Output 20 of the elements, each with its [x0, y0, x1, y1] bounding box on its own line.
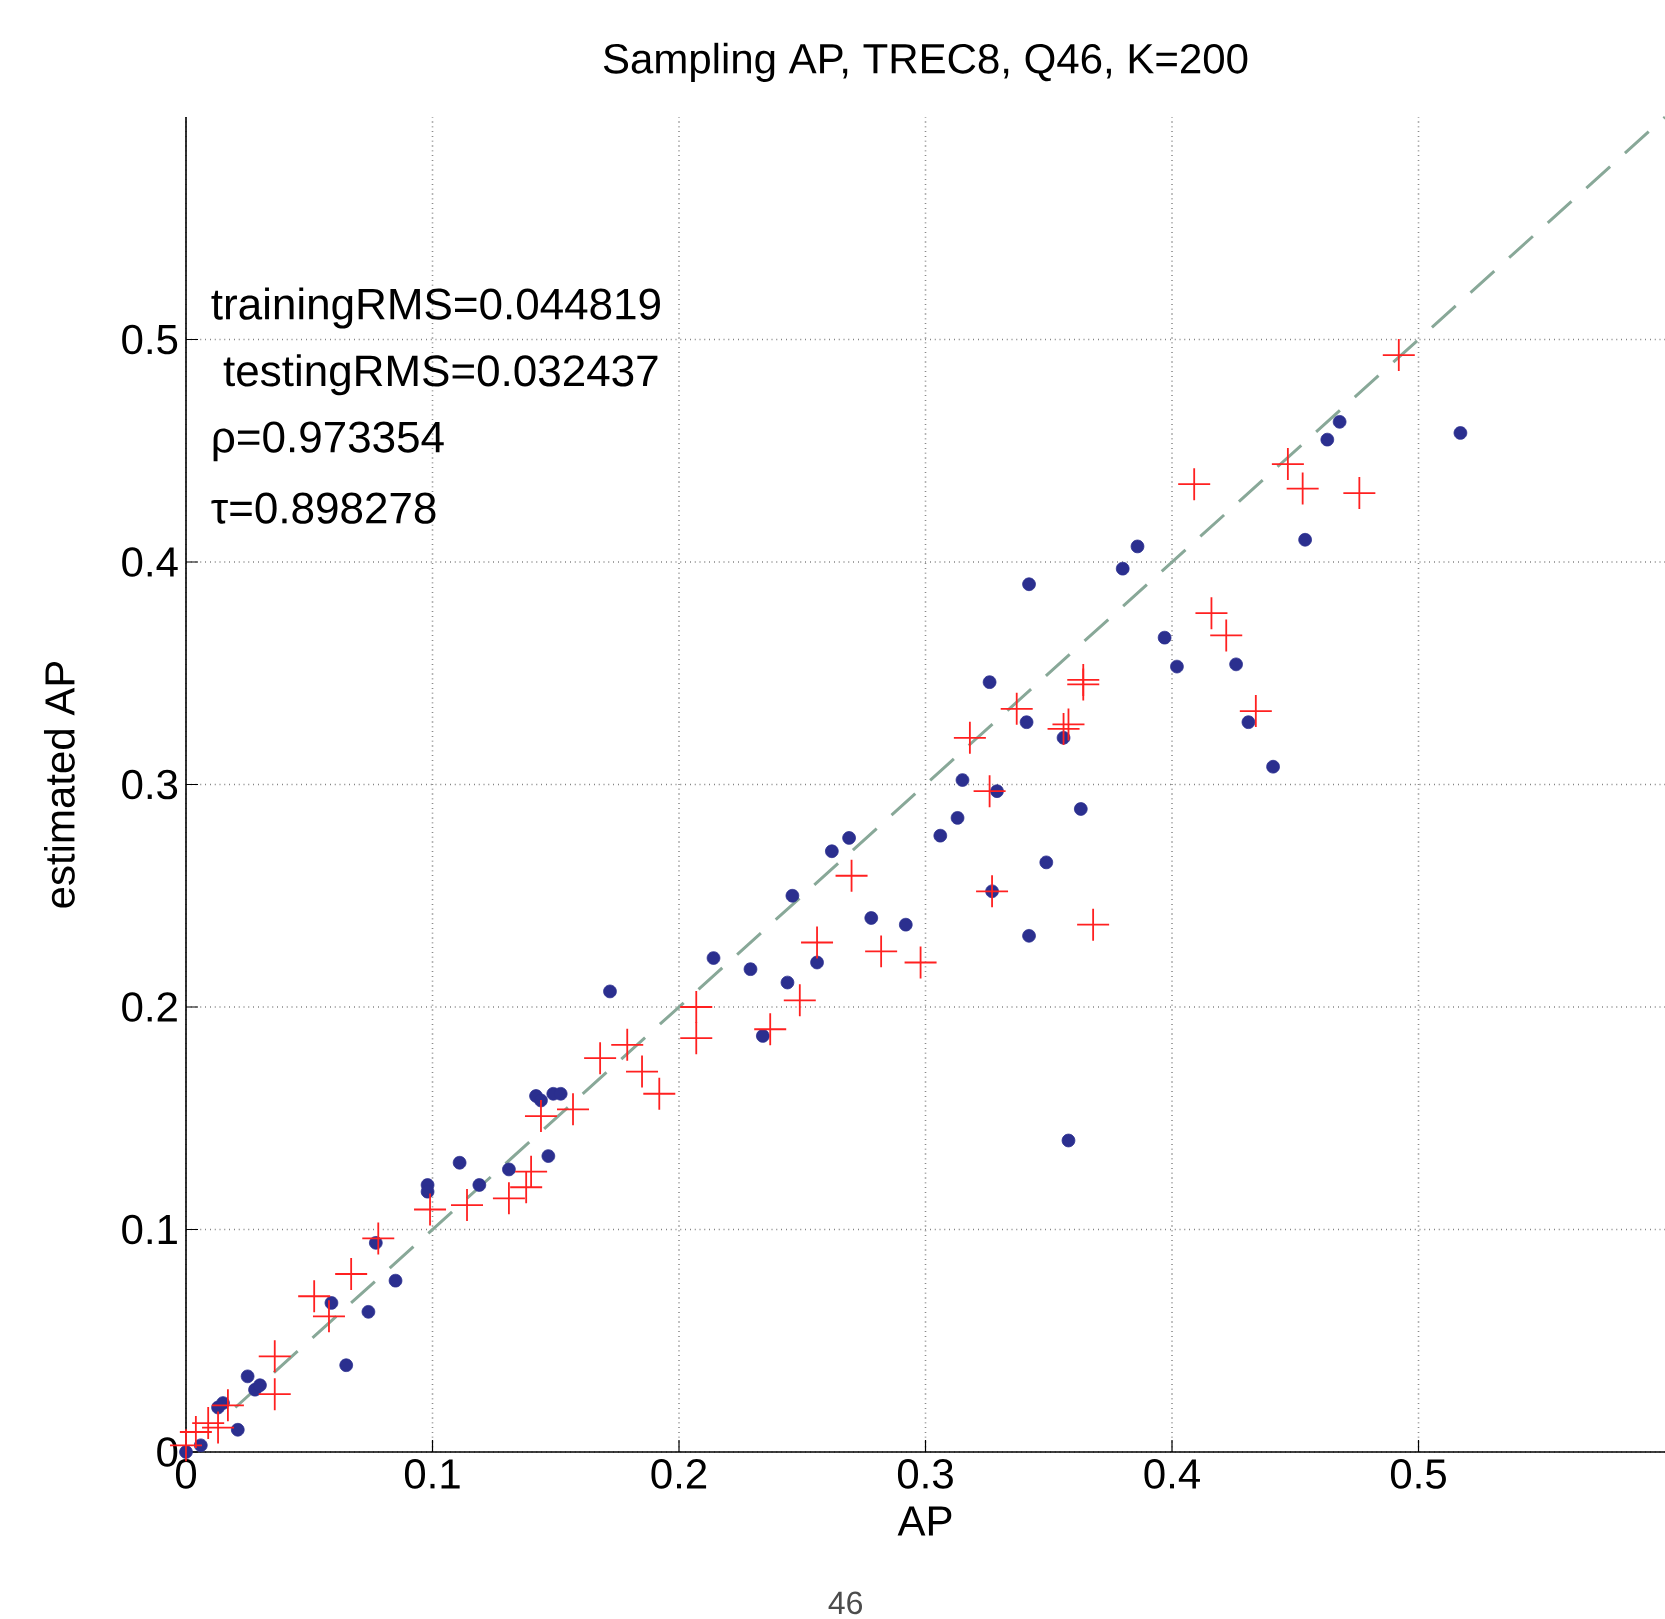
- chart-title: Sampling AP, TREC8, Q46, K=200: [603, 42, 1248, 82]
- x-tick-label: 0.1: [404, 1459, 460, 1489]
- y-tick-label: 0: [157, 1437, 178, 1467]
- annotation: ρ=0.973354: [213, 421, 444, 462]
- x-tick-label: 0: [175, 1459, 197, 1489]
- x-tick-label: 0.5: [1390, 1459, 1446, 1489]
- x-axis-title: AP: [897, 1506, 952, 1536]
- y-tick-label: 0.1: [122, 1214, 177, 1245]
- x-tick-label: 0.3: [897, 1459, 953, 1489]
- annotation: τ=0.898278: [211, 492, 436, 524]
- y-tick-label: 0.2: [122, 992, 177, 1022]
- x-tick-label: 0.4: [1144, 1459, 1200, 1489]
- x-tick-label: 0.2: [651, 1459, 707, 1489]
- y-axis-title: estimated AP: [43, 661, 75, 908]
- annotation: testingRMS=0.032437: [223, 354, 658, 396]
- annotation: trainingRMS=0.044819: [211, 287, 660, 329]
- y-tick-label: 0.4: [122, 547, 178, 577]
- y-tick-label: 0.5: [122, 324, 178, 355]
- text: 46: [828, 1591, 863, 1615]
- y-tick-label: 0.3: [122, 769, 178, 800]
